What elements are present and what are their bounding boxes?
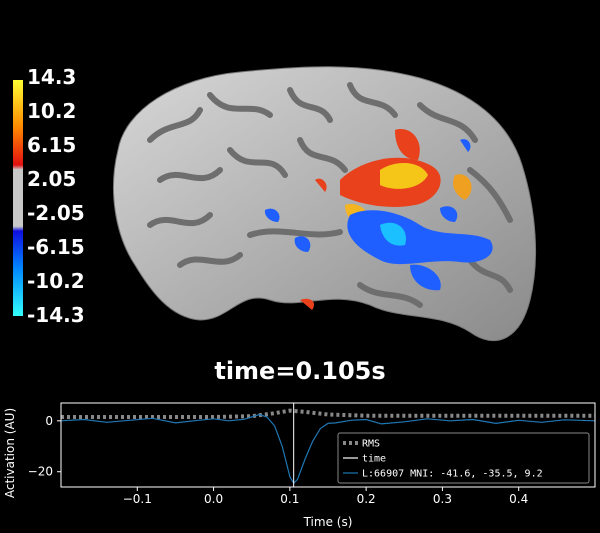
x-axis-label: Time (s) (303, 515, 353, 529)
colorbar-label: 10.2 (27, 99, 77, 123)
activation-negative (264, 139, 493, 291)
colorbar-label: 2.05 (27, 167, 77, 191)
legend-box (337, 432, 590, 484)
colorbar-label: -6.15 (27, 235, 85, 259)
time-title: time=0.105s (214, 357, 386, 385)
y-axis-label: Activation (AU) (3, 408, 17, 498)
y-tick-label: 0 (45, 414, 53, 428)
colorbar-label-max: 14.3 (27, 65, 77, 89)
colorbar (13, 80, 23, 316)
brain-surface-view[interactable] (0, 0, 600, 360)
rms-line (61, 408, 595, 419)
source-trace-line (60, 413, 596, 485)
colorbar-label: -2.05 (27, 201, 85, 225)
x-tick-label: 0.1 (280, 492, 299, 506)
x-tick-label: −0.1 (123, 492, 152, 506)
plot-frame (60, 402, 596, 488)
activation-trace-plot[interactable]: −0.1 0.0 0.1 0.2 0.3 0.4 0 −20 RMS time L:66907 MN… (0, 395, 600, 533)
legend-entry-label: RMS (362, 439, 380, 450)
gyri-pattern (147, 82, 513, 308)
legend-entry-label: L:66907 MNI: -41.6, -35.5, 9.2 (362, 469, 543, 480)
colorbar-label: -10.2 (27, 269, 85, 293)
x-tick-label: 0.3 (433, 492, 452, 506)
cortex-surface (113, 66, 536, 342)
x-tick-label: 0.2 (357, 492, 376, 506)
colorbar-label: 6.15 (27, 133, 77, 157)
x-tick-label: 0.0 (204, 492, 223, 506)
colorbar-label-min: -14.3 (27, 303, 85, 327)
y-tick-label: −20 (28, 465, 53, 479)
legend-entry-label: time (362, 454, 386, 465)
x-tick-label: 0.4 (509, 492, 528, 506)
